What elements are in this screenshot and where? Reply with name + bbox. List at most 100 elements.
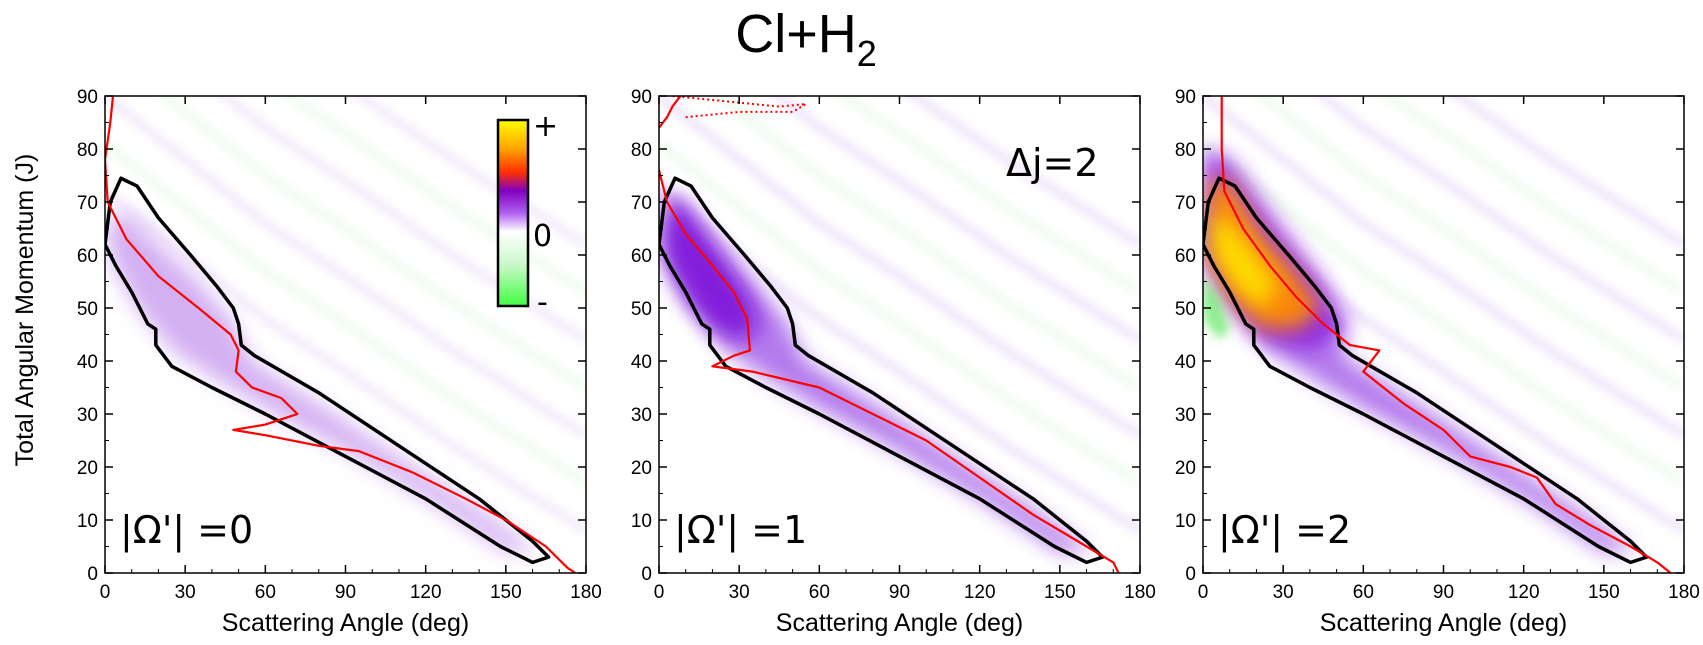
x-tick-label: 60 [809, 582, 830, 603]
x-tick-label: 60 [255, 582, 276, 603]
title-subscript: 2 [857, 33, 877, 74]
y-tick-label: 80 [77, 140, 98, 161]
y-tick-label: 0 [641, 564, 652, 585]
y-tick-label: 90 [77, 87, 98, 108]
x-tick-label: 30 [175, 582, 196, 603]
black-contour [105, 176, 551, 565]
interference-stripe [1203, 141, 1684, 486]
y-tick-label: 80 [631, 140, 652, 161]
interference-stripe [909, 96, 1140, 247]
delta-j-annotation: Δj=2 [1006, 141, 1099, 185]
figure-title: Cl+H2 [735, 4, 877, 74]
panel-0: 0 30 60 90 120 150 180 0 10 20 30 40 50 60 70 80 90 Scatt… [77, 87, 602, 637]
x-tick-label: 30 [1273, 582, 1294, 603]
interference-stripe [1258, 96, 1684, 391]
y-tick-label: 90 [1175, 87, 1196, 108]
interference-stripe [659, 96, 1140, 438]
x-axis-label: Scattering Angle (deg) [776, 609, 1023, 637]
red-dotted-segment [233, 413, 298, 431]
interference-stripe [160, 96, 586, 391]
x-tick-label: 60 [1353, 582, 1374, 603]
y-tick-label: 70 [631, 193, 652, 214]
x-tick-label: 0 [100, 582, 111, 603]
y-axis-label: Total Angular Momentum (J) [11, 154, 39, 467]
y-tick-label: 40 [631, 352, 652, 373]
x-tick-label: 120 [964, 582, 996, 603]
interference-stripe [837, 96, 1140, 295]
red-curve [1220, 96, 1672, 573]
y-tick-label: 30 [631, 405, 652, 426]
black-contour [1203, 176, 1649, 565]
x-tick-label: 180 [570, 582, 602, 603]
density-band [105, 212, 538, 552]
x-tick-label: 90 [335, 582, 356, 603]
y-tick-label: 80 [1175, 140, 1196, 161]
y-tick-label: 20 [631, 458, 652, 479]
density-yellow-region [1211, 212, 1278, 308]
x-tick-label: 150 [490, 582, 522, 603]
y-tick-label: 60 [631, 246, 652, 267]
colorbar: + 0 - [496, 109, 558, 320]
interference-stripe [283, 96, 586, 295]
interference-stripe [659, 141, 1140, 486]
interference-stripe [1453, 96, 1684, 247]
y-tick-label: 20 [77, 458, 98, 479]
colorbar-minus-label: - [537, 285, 548, 320]
interference-stripe [1318, 96, 1684, 343]
x-tick-label: 180 [1124, 582, 1156, 603]
interference-stripe [105, 96, 586, 438]
y-tick-label: 10 [1175, 511, 1196, 532]
y-tick-label: 40 [77, 352, 98, 373]
y-tick-label: 40 [1175, 352, 1196, 373]
x-tick-label: 150 [1044, 582, 1076, 603]
interference-stripe [355, 96, 586, 247]
x-tick-label: 150 [1588, 582, 1620, 603]
y-tick-label: 70 [77, 193, 98, 214]
y-tick-label: 10 [631, 511, 652, 532]
x-tick-label: 90 [889, 582, 910, 603]
interference-stripe [105, 141, 586, 486]
x-tick-label: 30 [729, 582, 750, 603]
x-tick-label: 0 [1198, 582, 1209, 603]
plot-area-0 [105, 96, 586, 573]
colorbar-gradient [496, 118, 530, 308]
y-tick-label: 50 [1175, 299, 1196, 320]
interference-stripe [714, 96, 1140, 391]
y-tick-label: 50 [77, 299, 98, 320]
y-tick-label: 10 [77, 511, 98, 532]
panel-2: 0 30 60 90 120 150 180 0 10 20 30 40 50 60 70 80 90 Scatt… [1175, 87, 1700, 637]
interference-stripe [1203, 96, 1684, 438]
panel-label: |Ω'| =0 [120, 508, 253, 553]
interference-stripe [105, 189, 586, 534]
y-tick-label: 0 [87, 564, 98, 585]
red-curve [105, 96, 576, 573]
x-tick-label: 0 [654, 582, 665, 603]
x-axis-label: Scattering Angle (deg) [222, 609, 469, 637]
y-tick-label: 70 [1175, 193, 1196, 214]
interference-stripe [1381, 96, 1684, 295]
x-tick-label: 90 [1433, 582, 1454, 603]
colorbar-plus-label: + [533, 109, 558, 144]
panel-label: |Ω'| =2 [1218, 508, 1351, 553]
y-tick-label: 50 [631, 299, 652, 320]
colorbar-zero-label: 0 [533, 219, 552, 254]
red-dotted-segment [712, 365, 820, 389]
y-tick-label: 90 [631, 87, 652, 108]
density-green-region [1203, 276, 1230, 340]
y-tick-label: 20 [1175, 458, 1196, 479]
red-dotted-segment [233, 428, 319, 447]
plot-area-1 [659, 96, 1140, 573]
x-tick-label: 180 [1668, 582, 1700, 603]
x-axis-label: Scattering Angle (deg) [1320, 609, 1567, 637]
plot-area-2 [1203, 96, 1684, 573]
panel-label: |Ω'| =1 [674, 508, 807, 553]
y-tick-label: 0 [1185, 564, 1196, 585]
y-tick-label: 30 [77, 405, 98, 426]
panel-1: 0 30 60 90 120 150 180 0 10 20 30 40 50 60 70 80 90 Scatt… [631, 87, 1156, 637]
y-tick-label: 60 [1175, 246, 1196, 267]
title-main: Cl+H [735, 4, 857, 64]
interference-stripe [220, 96, 586, 343]
y-tick-label: 30 [1175, 405, 1196, 426]
interference-stripe [774, 96, 1140, 343]
